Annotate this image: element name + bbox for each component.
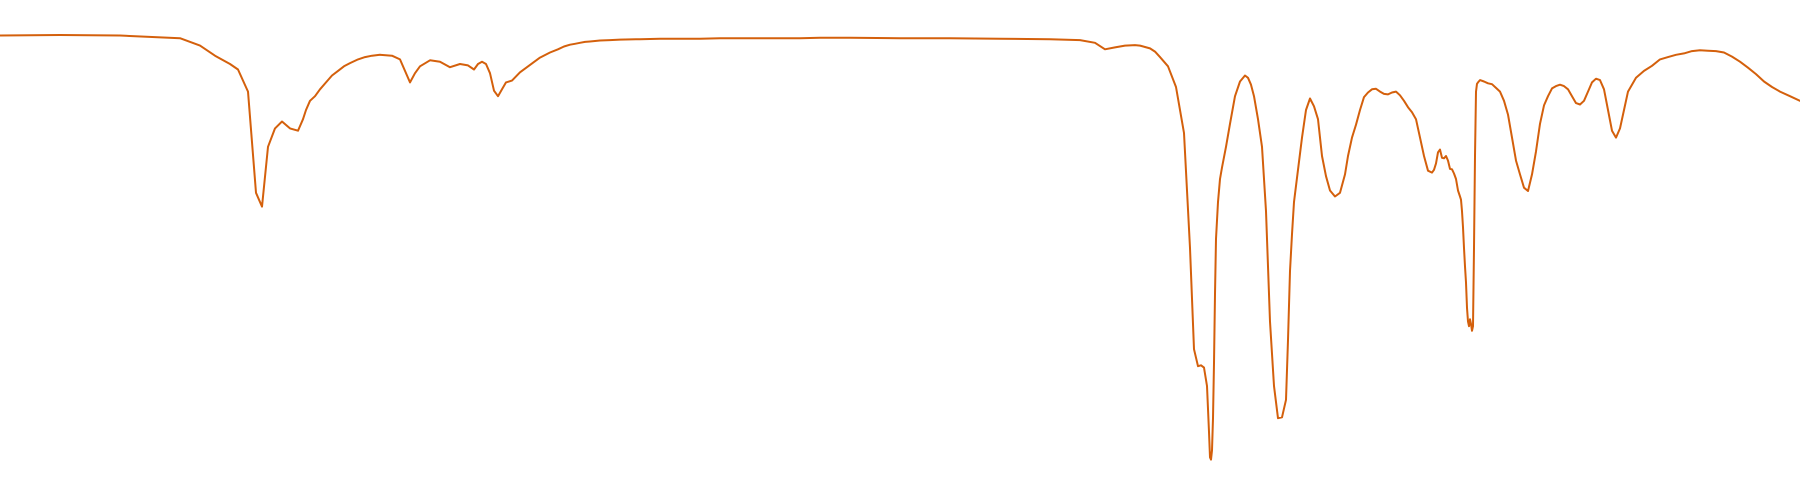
- series-line-0: [0, 34, 1800, 461]
